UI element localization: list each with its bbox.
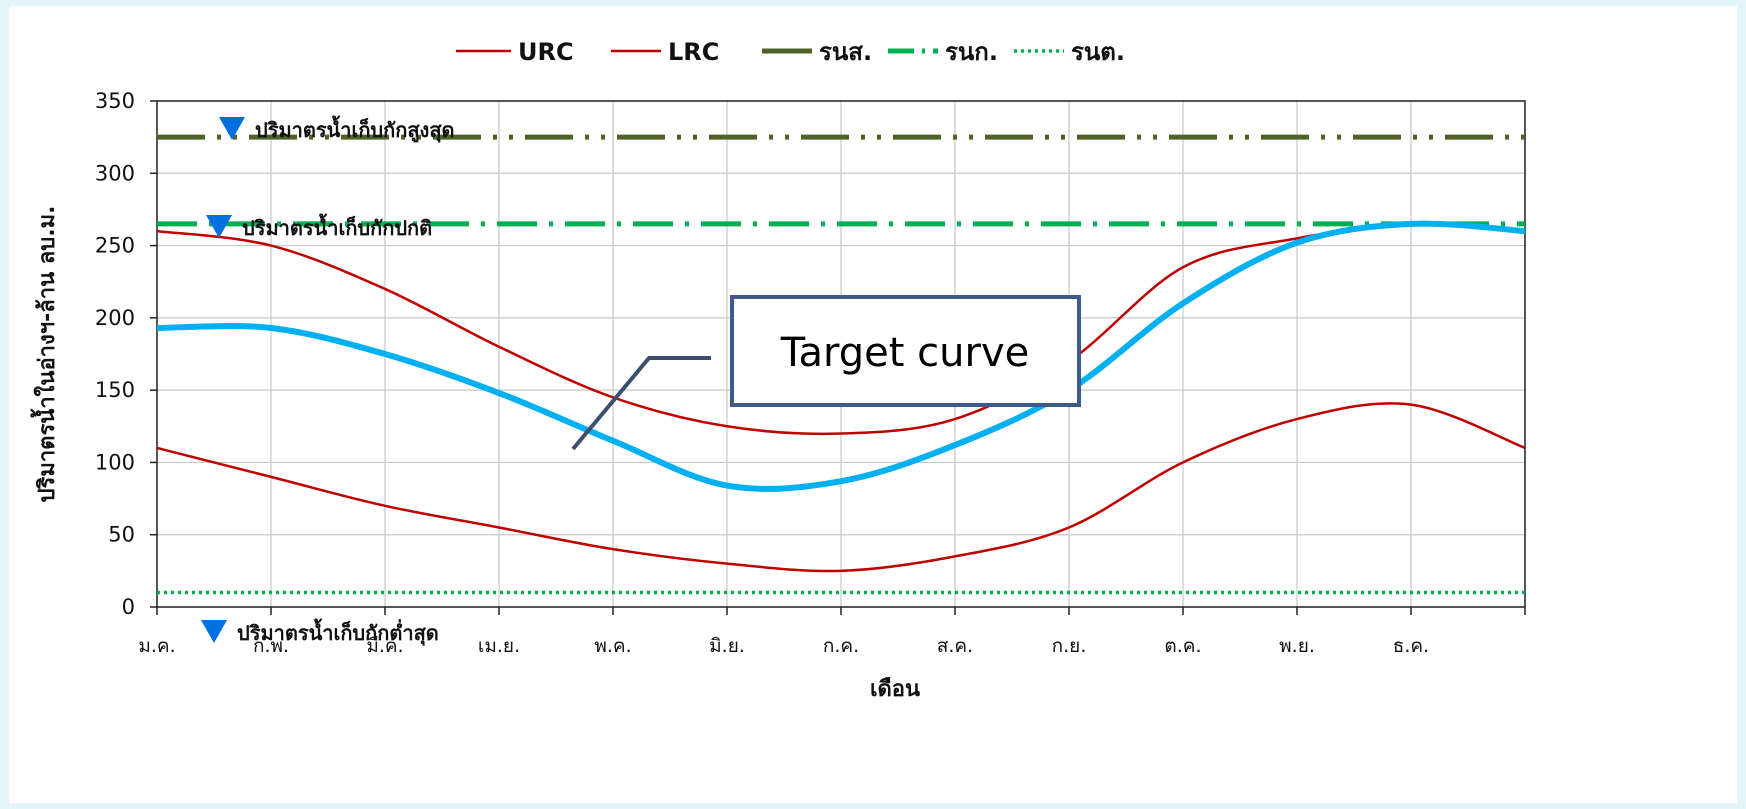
callout-box [730,295,1081,407]
x-tick-label: ก.ค. [823,635,859,657]
x-tick-label: พ.ย. [1279,635,1315,657]
triangle-marker-icon [219,117,245,140]
y-tick-label: 350 [95,89,135,113]
x-tick-label: ก.ย. [1052,635,1087,657]
legend-label: รนส. [819,38,872,66]
legend-label: URC [518,38,574,66]
triangle-marker-icon [201,620,227,643]
x-tick-label: ม.ค. [138,635,175,657]
callout-label: Target curve [780,330,1030,376]
y-tick-label: 250 [95,234,135,258]
callout-leader-line [571,356,711,451]
x-tick-label: ก.พ. [253,635,289,657]
y-tick-label: 0 [122,595,135,619]
legend-label: LRC [668,38,719,66]
max-level-label: ปริมาตรน้ำเก็บกักสูงสุด [255,115,455,144]
normal-level-label: ปริมาตรน้ำเก็บกักปกติ [242,213,432,240]
x-tick-label: มิ.ย. [709,635,745,657]
x-tick-label: ส.ค. [937,635,973,657]
y-axis-title: ปริมาตรน้ำในอ่างฯ-ล้าน ลบ.ม. [30,206,60,503]
x-tick-label: พ.ค. [594,635,631,657]
y-tick-label: 150 [95,378,135,402]
series-line-lrc [156,402,1526,573]
x-tick-label: มี.ค. [366,635,403,657]
chart-canvas: 0 50 100 150 200 250 300 350 ม.ค. ก.พ. มี.ค. เม.ย. พ… [30,38,1526,702]
x-tick-label: ต.ค. [1164,635,1201,657]
y-tick-label: 50 [108,523,135,547]
y-tick-label: 200 [95,306,135,330]
y-tick-label: 100 [95,450,135,474]
series-line-urc [156,222,1526,436]
x-tick-label: เม.ย. [478,635,520,657]
triangle-marker-icon [206,215,232,238]
y-tick-label: 300 [95,161,135,185]
min-level-label: ปริมาตรน้ำเก็บกักต่ำสุด [237,618,439,646]
x-axis-title: เดือน [870,677,920,702]
legend-label: รนก. [945,38,998,66]
legend-label: รนต. [1071,38,1125,66]
chart-frame: 0 50 100 150 200 250 300 350 ม.ค. ก.พ. มี.ค. เม.ย. พ… [9,6,1737,803]
x-tick-label: ธ.ค. [1393,635,1429,657]
target-curve-line [156,220,1526,492]
